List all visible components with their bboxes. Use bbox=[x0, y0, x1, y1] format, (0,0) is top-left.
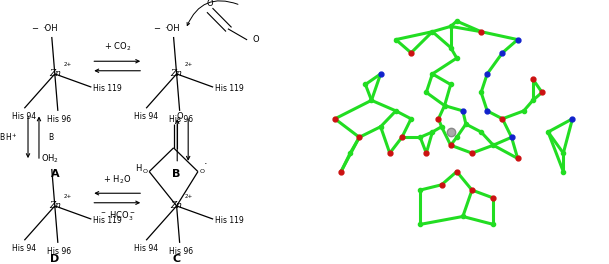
Text: $^-$ HCO$_3^-$: $^-$ HCO$_3^-$ bbox=[99, 210, 135, 223]
Text: Zn: Zn bbox=[171, 201, 183, 210]
Text: 2+: 2+ bbox=[185, 62, 194, 67]
Text: 2+: 2+ bbox=[185, 194, 194, 199]
Text: OH$_2$: OH$_2$ bbox=[41, 153, 59, 165]
Text: 2+: 2+ bbox=[63, 194, 72, 199]
Text: His 96: His 96 bbox=[48, 115, 71, 124]
Text: O: O bbox=[253, 35, 259, 44]
Text: His 94: His 94 bbox=[134, 244, 158, 253]
Text: Zn: Zn bbox=[49, 201, 61, 210]
Text: −: − bbox=[31, 24, 38, 33]
Text: B: B bbox=[49, 133, 54, 142]
Text: O: O bbox=[199, 169, 205, 174]
Text: O: O bbox=[143, 169, 147, 174]
Text: His 94: His 94 bbox=[134, 112, 158, 121]
Text: His 96: His 96 bbox=[169, 115, 193, 124]
Text: His 119: His 119 bbox=[93, 216, 122, 225]
Text: His 96: His 96 bbox=[169, 247, 193, 256]
Text: ·OH: ·OH bbox=[43, 24, 58, 33]
Text: Zn: Zn bbox=[49, 69, 61, 78]
Text: His 94: His 94 bbox=[12, 112, 37, 121]
Text: A: A bbox=[51, 169, 59, 179]
Text: Zn: Zn bbox=[171, 69, 183, 78]
Text: B: B bbox=[172, 169, 181, 179]
Text: His 119: His 119 bbox=[214, 216, 244, 225]
Text: 2+: 2+ bbox=[63, 62, 72, 67]
Text: His 96: His 96 bbox=[48, 247, 71, 256]
Text: O: O bbox=[177, 112, 183, 121]
Text: −: − bbox=[153, 24, 160, 33]
Text: ·: · bbox=[204, 159, 208, 169]
Text: ·OH: ·OH bbox=[164, 24, 180, 33]
Text: His 119: His 119 bbox=[214, 84, 244, 93]
Text: + H$_2$O: + H$_2$O bbox=[103, 174, 132, 186]
Text: D: D bbox=[50, 254, 60, 264]
Text: + CO$_2$: + CO$_2$ bbox=[104, 40, 131, 53]
Text: C: C bbox=[172, 254, 181, 264]
Text: His 94: His 94 bbox=[12, 244, 37, 253]
Text: $^-$BH$^+$: $^-$BH$^+$ bbox=[0, 131, 18, 143]
Text: H: H bbox=[135, 164, 141, 173]
Text: His 119: His 119 bbox=[93, 84, 122, 93]
Text: O: O bbox=[207, 0, 213, 8]
FancyArrowPatch shape bbox=[187, 1, 238, 26]
